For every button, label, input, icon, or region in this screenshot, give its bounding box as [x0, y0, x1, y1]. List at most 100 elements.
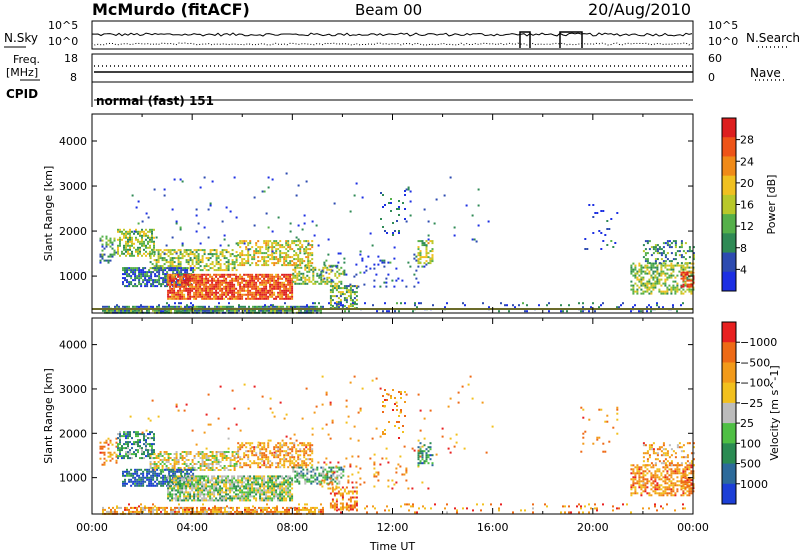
- echo-cell: [166, 285, 169, 288]
- echo-cell: [170, 508, 172, 511]
- echo-cell: [652, 272, 655, 275]
- echo-cell: [171, 459, 174, 461]
- echo-cell: [132, 269, 135, 272]
- echo-cell: [221, 489, 224, 492]
- echo-cell: [160, 267, 163, 270]
- echo-cell: [137, 240, 139, 243]
- echo-cell: [355, 287, 358, 290]
- echo-cell: [294, 276, 297, 279]
- echo-cell: [560, 304, 562, 307]
- echo-cell: [630, 270, 633, 273]
- echo-cell: [191, 459, 194, 461]
- echo-cell: [229, 459, 232, 461]
- echo-cell: [275, 456, 278, 459]
- echo-cell: [144, 273, 147, 276]
- echo-cell: [388, 202, 390, 204]
- echo-cell: [162, 281, 165, 284]
- echo-cell: [142, 267, 145, 270]
- echo-cell: [130, 484, 133, 487]
- echo-cell: [177, 491, 180, 494]
- echo-cell: [275, 295, 278, 298]
- echo-cell: [219, 263, 222, 266]
- echo-cell: [688, 288, 691, 291]
- echo-cell: [318, 302, 320, 305]
- echo-cell: [183, 251, 186, 254]
- echo-cell: [175, 285, 178, 288]
- echo-cell: [299, 262, 302, 265]
- echo-cell: [195, 208, 198, 211]
- echo-cell: [359, 253, 362, 256]
- echo-cell: [270, 508, 272, 511]
- echo-cell: [157, 465, 160, 467]
- echo-cell: [127, 232, 129, 235]
- echo-cell: [398, 310, 400, 313]
- echo-cell: [680, 268, 683, 271]
- echo-cell: [316, 280, 319, 283]
- echo-cell: [125, 236, 127, 239]
- echo-cell: [187, 293, 190, 296]
- echo-cell: [137, 449, 139, 452]
- echo-cell: [453, 226, 456, 229]
- echo-cell: [351, 299, 354, 302]
- echo-cell: [282, 506, 284, 509]
- echo-cell: [178, 506, 180, 509]
- echo-cell: [165, 244, 168, 247]
- echo-cell: [353, 291, 356, 294]
- echo-cell: [219, 491, 222, 494]
- echo-cell: [217, 491, 220, 494]
- echo-cell: [225, 451, 228, 453]
- echo-cell: [149, 253, 152, 256]
- echo-cell: [173, 283, 176, 286]
- echo-cell: [189, 463, 192, 465]
- echo-cell: [127, 437, 129, 440]
- echo-cell: [179, 279, 182, 282]
- echo-cell: [300, 282, 303, 285]
- echo-cell: [129, 435, 131, 438]
- echo-cell: [417, 262, 420, 265]
- echo-cell: [191, 479, 194, 482]
- echo-cell: [381, 261, 384, 264]
- echo-cell: [409, 190, 412, 193]
- echo-cell: [146, 478, 149, 481]
- echo-cell: [265, 458, 268, 461]
- echo-cell: [203, 293, 206, 296]
- echo-cell: [150, 277, 153, 280]
- echo-cell: [373, 267, 376, 270]
- echo-cell: [213, 287, 216, 290]
- echo-cell: [233, 455, 236, 457]
- echo-cell: [682, 288, 685, 291]
- echo-cell: [247, 281, 250, 284]
- echo-cell: [323, 263, 326, 266]
- echo-cell: [124, 480, 126, 483]
- echo-cell: [237, 283, 240, 286]
- echo-cell: [179, 287, 182, 290]
- echo-cell: [277, 260, 280, 263]
- echo-cell: [248, 508, 250, 511]
- echo-cell: [318, 276, 321, 279]
- echo-cell: [249, 485, 252, 488]
- echo-cell: [207, 297, 210, 300]
- echo-cell: [654, 266, 657, 269]
- echo-cell: [311, 464, 314, 467]
- echo-cell: [682, 264, 685, 267]
- echo-cell: [347, 291, 350, 294]
- echo-cell: [142, 474, 145, 477]
- echo-cell: [137, 230, 139, 233]
- echo-cell: [185, 477, 188, 480]
- echo-cell: [690, 290, 693, 293]
- echo-cell: [167, 475, 170, 478]
- echo-cell: [269, 258, 272, 261]
- echo-cell: [138, 468, 141, 471]
- echo-cell: [239, 495, 242, 498]
- echo-cell: [171, 497, 174, 500]
- echo-cell: [139, 246, 141, 249]
- echo-cell: [404, 218, 406, 220]
- echo-cell: [147, 230, 149, 233]
- echo-cell: [684, 273, 687, 276]
- echo-cell: [245, 248, 248, 251]
- echo-cell: [177, 463, 180, 465]
- echo-cell: [106, 309, 108, 312]
- echo-cell: [134, 271, 137, 274]
- echo-cell: [229, 483, 232, 486]
- echo-cell: [355, 273, 358, 276]
